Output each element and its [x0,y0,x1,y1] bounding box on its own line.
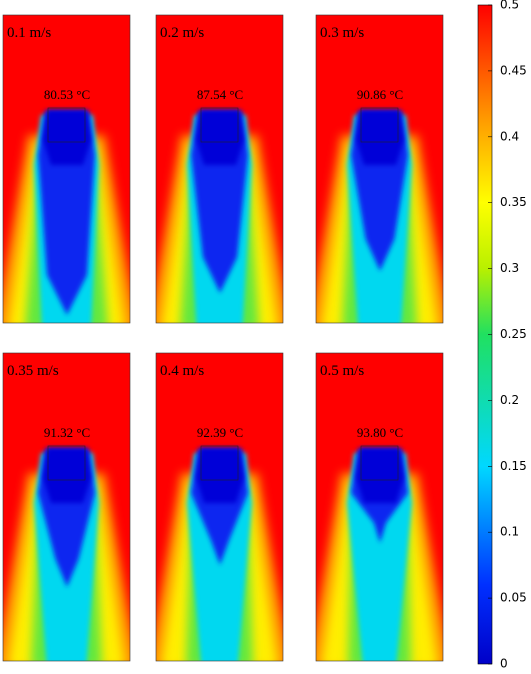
heater-outline [360,445,399,481]
colorbar-tick-label: 0.3 [500,261,519,275]
field-panel: 0.4 m/s 92.39 °C [155,352,284,662]
contour [356,448,404,503]
temperature-label: 90.86 °C [357,87,403,102]
temperature-label: 87.54 °C [197,87,243,102]
colorbar-tick-label: 0.35 [500,195,527,209]
colorbar-tick-label: 0 [500,657,508,671]
contour [196,110,244,165]
contour [196,448,244,503]
heater-outline [200,445,239,481]
field [156,353,283,661]
contour [43,110,91,165]
heater-outline [200,107,239,143]
panel-border [155,352,284,662]
panel-border [2,352,131,662]
colorbar-tick-label: 0.1 [500,525,519,539]
temperature-label: 80.53 °C [44,87,90,102]
speed-label: 0.1 m/s [7,25,51,41]
field [316,15,443,323]
colorbar-tick-label: 0.5 [500,0,519,12]
colorbar-tick-label: 0.05 [500,591,527,605]
field-panel: 0.35 m/s 91.32 °C [2,352,131,662]
contour [356,110,404,165]
colorbar-tick-label: 0.25 [500,327,527,341]
temperature-label: 91.32 °C [44,425,90,440]
field [3,15,130,323]
panel-border [155,14,284,324]
temperature-label: 93.80 °C [357,425,403,440]
heater-outline [47,107,86,143]
speed-label: 0.5 m/s [320,363,364,379]
heater-outline [360,107,399,143]
colorbar-tick-label: 0.4 [500,129,519,143]
field-panel: 0.2 m/s 87.54 °C [155,14,284,324]
speed-label: 0.2 m/s [160,25,204,41]
colorbar-tick-label: 0.45 [500,63,527,77]
panel-border [315,352,444,662]
heater-outline [47,445,86,481]
field [316,353,443,661]
field [3,353,130,661]
temperature-label: 92.39 °C [197,425,243,440]
panel-border [315,14,444,324]
field-panel: 0.3 m/s 90.86 °C [315,14,444,324]
panel-border [2,14,131,324]
field-panel: 0.1 m/s 80.53 °C [2,14,131,324]
speed-label: 0.3 m/s [320,25,364,41]
speed-label: 0.35 m/s [7,363,59,379]
colorbar-tick-label: 0.2 [500,393,519,407]
contour [43,448,91,503]
field-panel: 0.5 m/s 93.80 °C [315,352,444,662]
speed-label: 0.4 m/s [160,363,204,379]
colorbar-tick-label: 0.15 [500,459,527,473]
field [156,15,283,323]
